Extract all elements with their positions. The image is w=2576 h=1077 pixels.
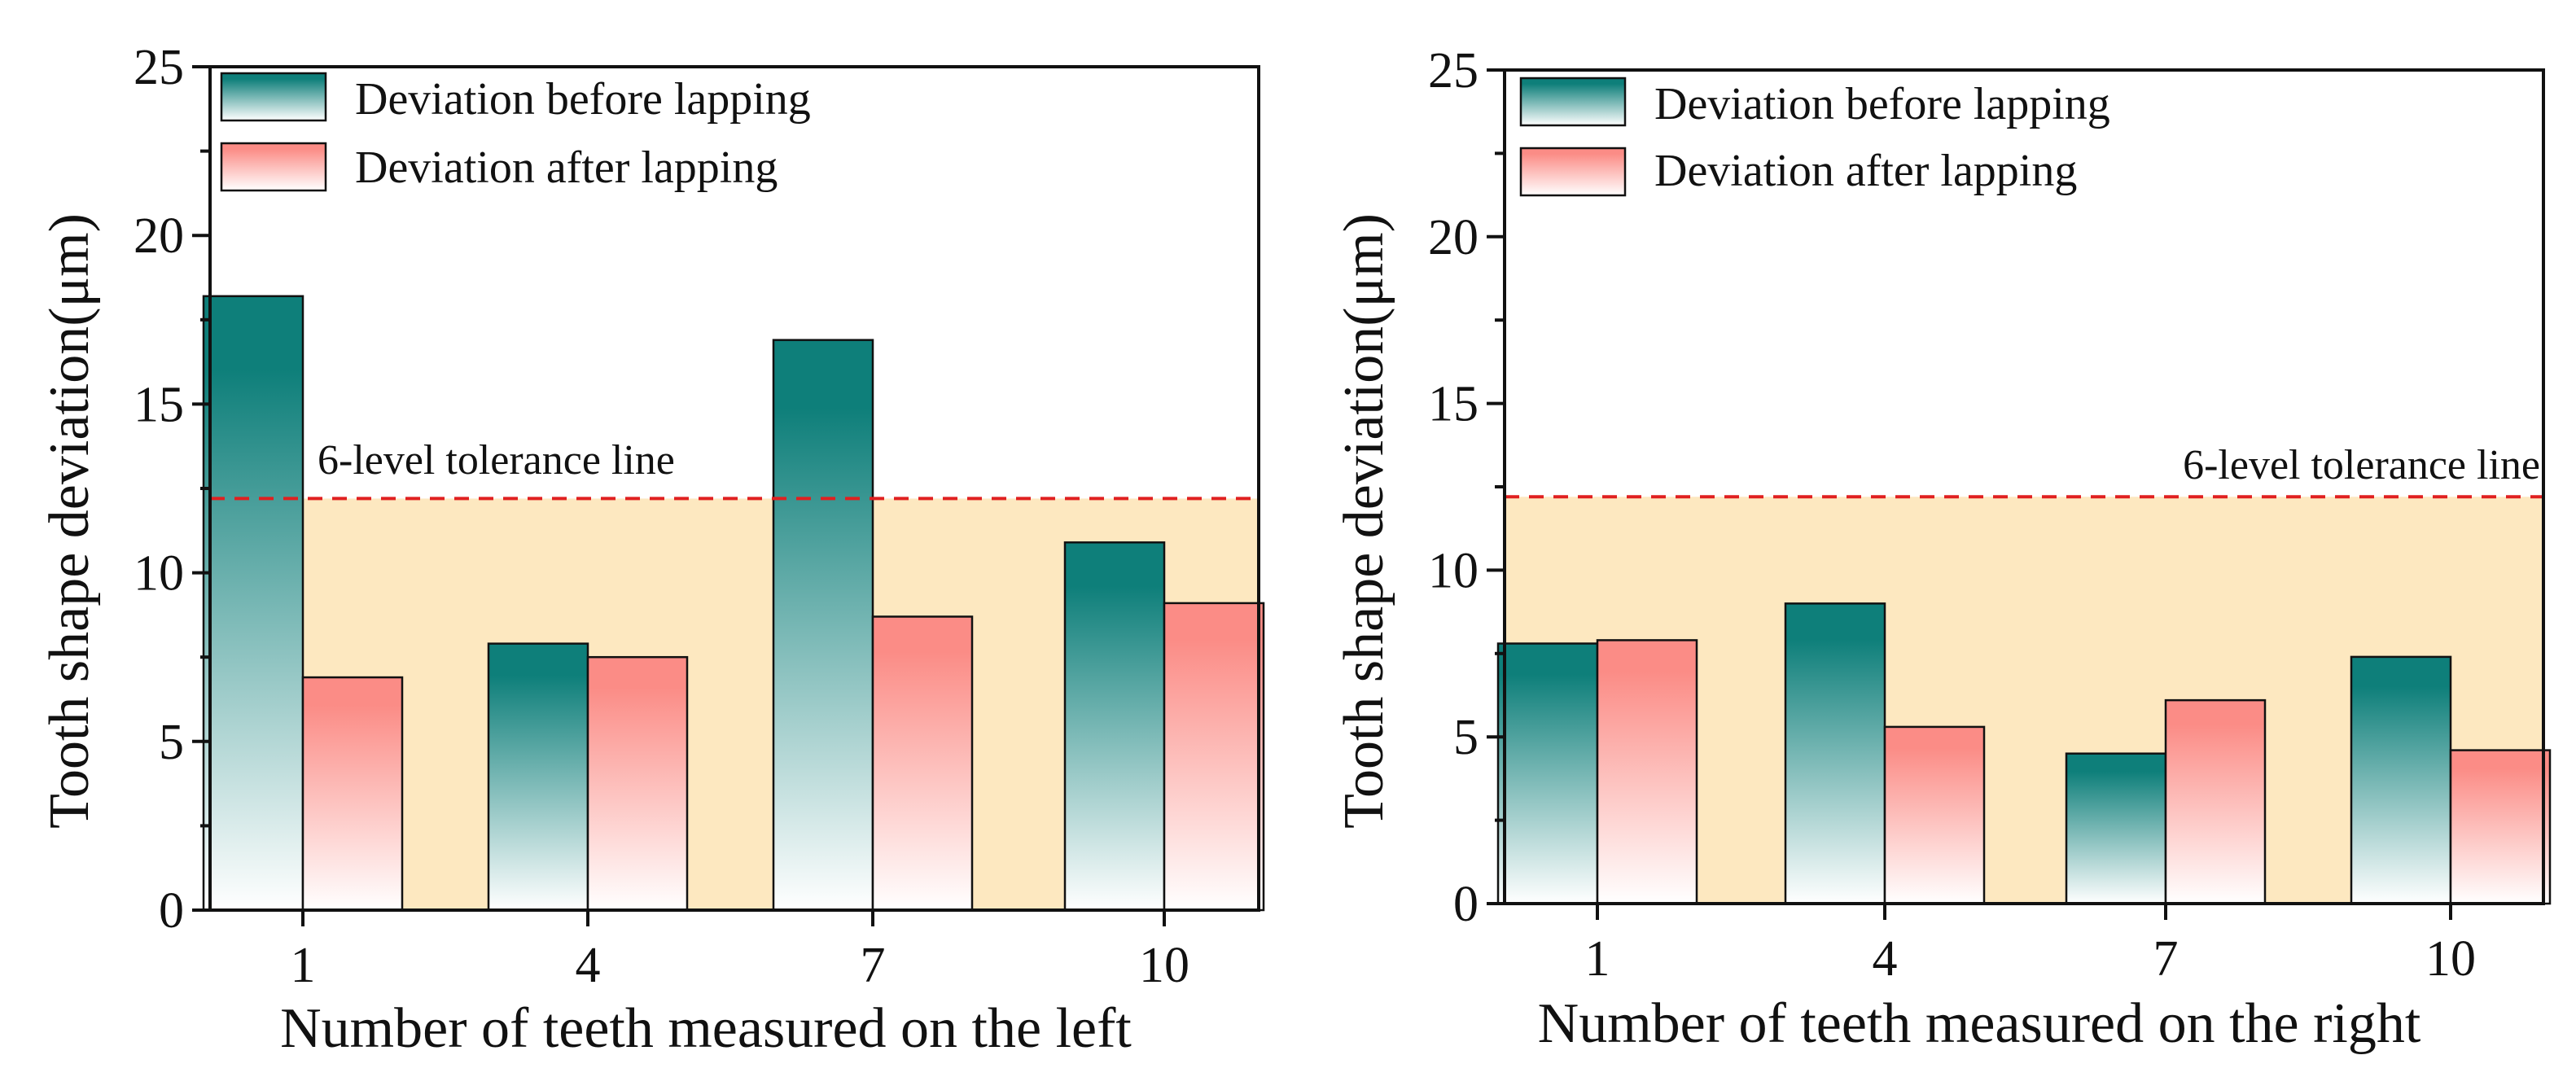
y-tick-20: 20 xyxy=(134,208,184,264)
y-axis-ticks xyxy=(192,65,210,912)
bar-after-7 xyxy=(2164,698,2267,905)
y-tick-5: 5 xyxy=(159,715,184,770)
bar-before-1 xyxy=(1496,642,1599,905)
y-tick-20: 20 xyxy=(1428,210,1479,265)
y-tick-15: 15 xyxy=(134,377,184,432)
x-tick-10: 10 xyxy=(1139,938,1189,993)
legend-swatch-after xyxy=(1519,147,1627,197)
y-tick-10: 10 xyxy=(1428,543,1479,598)
legend-swatch-before xyxy=(220,72,327,122)
bar-before-7 xyxy=(772,339,874,912)
left-chart: 6-level tolerance line 0 5 10 15 20 25 1… xyxy=(38,40,1265,1060)
bar-after-7 xyxy=(871,615,974,912)
y-axis-title: Tooth shape deviation(μm) xyxy=(38,213,101,829)
bar-after-1 xyxy=(1596,639,1698,905)
bar-before-7 xyxy=(2065,752,2167,905)
y-tick-10: 10 xyxy=(134,546,184,602)
legend-label-after: Deviation after lapping xyxy=(355,142,778,193)
y-tick-15: 15 xyxy=(1428,377,1479,432)
bar-before-4 xyxy=(1784,602,1886,905)
bar-before-4 xyxy=(487,642,589,912)
bar-before-10 xyxy=(1063,541,1166,912)
x-tick-7: 7 xyxy=(2153,931,2179,987)
y-axis-title: Tooth shape deviation(μm) xyxy=(1333,213,1395,829)
bars-group xyxy=(1496,602,2552,905)
bar-after-10 xyxy=(1163,602,1265,912)
legend-swatch-after xyxy=(220,142,327,192)
bar-after-1 xyxy=(301,676,404,912)
x-tick-4: 4 xyxy=(1873,931,1898,987)
legend-swatch-before xyxy=(1519,77,1627,127)
bar-after-4 xyxy=(586,655,689,912)
x-tick-10: 10 xyxy=(2425,931,2476,987)
y-axis-ticks xyxy=(1487,68,1505,905)
legend-label-before: Deviation before lapping xyxy=(1654,79,2110,129)
bar-before-10 xyxy=(2350,655,2452,905)
legend: Deviation before lapping Deviation after… xyxy=(220,72,811,193)
x-axis-ticks xyxy=(1596,904,2452,920)
x-tick-1: 1 xyxy=(291,938,316,993)
x-tick-1: 1 xyxy=(1585,931,1610,987)
x-tick-7: 7 xyxy=(861,938,886,993)
legend-label-after: Deviation after lapping xyxy=(1654,146,2077,196)
x-axis-ticks xyxy=(301,910,1166,926)
x-axis-title: Number of teeth measured on the right xyxy=(1538,992,2421,1055)
bar-after-4 xyxy=(1883,725,1986,905)
y-tick-5: 5 xyxy=(1453,710,1479,765)
y-tick-25: 25 xyxy=(1428,43,1479,99)
bars-group xyxy=(202,295,1265,912)
x-tick-4: 4 xyxy=(576,938,601,993)
y-tick-25: 25 xyxy=(134,40,184,95)
bar-after-10 xyxy=(2449,749,2552,905)
legend-label-before: Deviation before lapping xyxy=(355,74,811,125)
y-tick-0: 0 xyxy=(1453,877,1479,932)
right-chart: 6-level tolerance line 0 5 10 15 20 25 1… xyxy=(1333,43,2552,1055)
y-tick-0: 0 xyxy=(159,883,184,939)
tolerance-label: 6-level tolerance line xyxy=(318,437,675,484)
legend: Deviation before lapping Deviation after… xyxy=(1519,77,2110,197)
bar-before-1 xyxy=(202,295,304,912)
x-axis-title: Number of teeth measured on the left xyxy=(280,997,1132,1060)
tolerance-label: 6-level tolerance line xyxy=(2183,442,2540,488)
